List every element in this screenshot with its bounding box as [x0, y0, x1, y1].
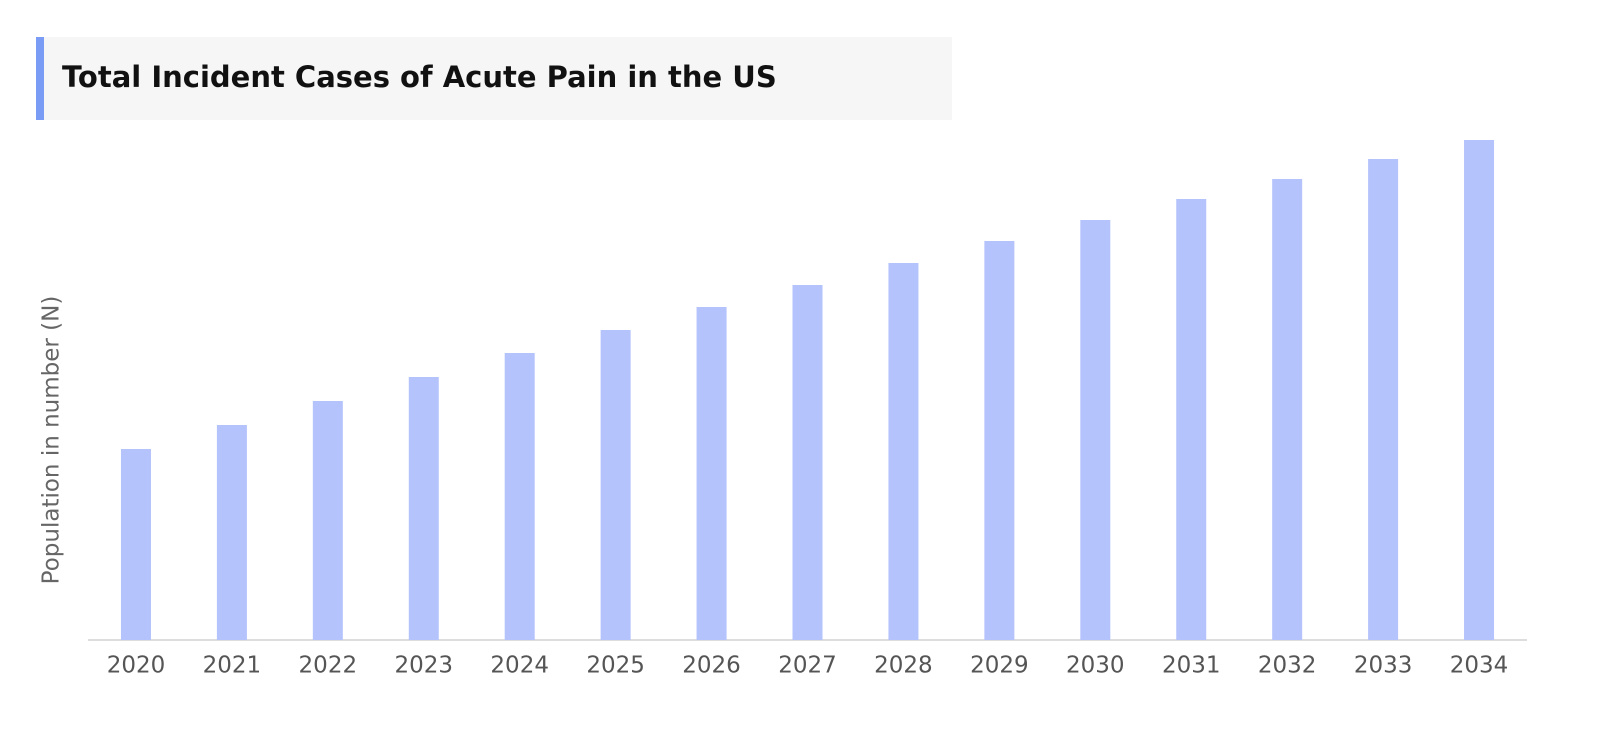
bar [1272, 179, 1303, 640]
chart-title: Total Incident Cases of Acute Pain in th… [62, 60, 777, 94]
x-tick-label: 2030 [1066, 653, 1125, 679]
bar [1464, 140, 1495, 640]
x-tick-label: 2029 [970, 653, 1029, 679]
bar [1368, 159, 1399, 640]
x-tick-label: 2025 [586, 653, 645, 679]
bar [312, 401, 343, 640]
bar [1080, 220, 1111, 640]
x-tick-label: 2033 [1354, 653, 1413, 679]
bar [216, 425, 247, 640]
bar [984, 241, 1015, 640]
x-tick-label: 2026 [682, 653, 741, 679]
x-tick-label: 2028 [874, 653, 933, 679]
x-tick-label: 2031 [1162, 653, 1221, 679]
x-tick-label: 2022 [299, 653, 358, 679]
title-box [36, 37, 952, 120]
bar [1176, 199, 1207, 640]
title-accent [36, 37, 44, 120]
x-tick-label: 2024 [490, 653, 549, 679]
bar [792, 285, 823, 640]
x-tick-label: 2021 [203, 653, 262, 679]
x-tick-label: 2027 [778, 653, 837, 679]
bar [888, 263, 919, 640]
bar [408, 377, 439, 640]
y-axis-label: Population in number (N) [39, 296, 65, 585]
x-tick-label: 2032 [1258, 653, 1317, 679]
bar [120, 449, 151, 640]
bar [504, 353, 535, 640]
x-tick-label: 2034 [1450, 653, 1509, 679]
x-tick-label: 2020 [107, 653, 166, 679]
bar [696, 307, 727, 640]
bar [600, 330, 631, 640]
x-tick-label: 2023 [394, 653, 453, 679]
